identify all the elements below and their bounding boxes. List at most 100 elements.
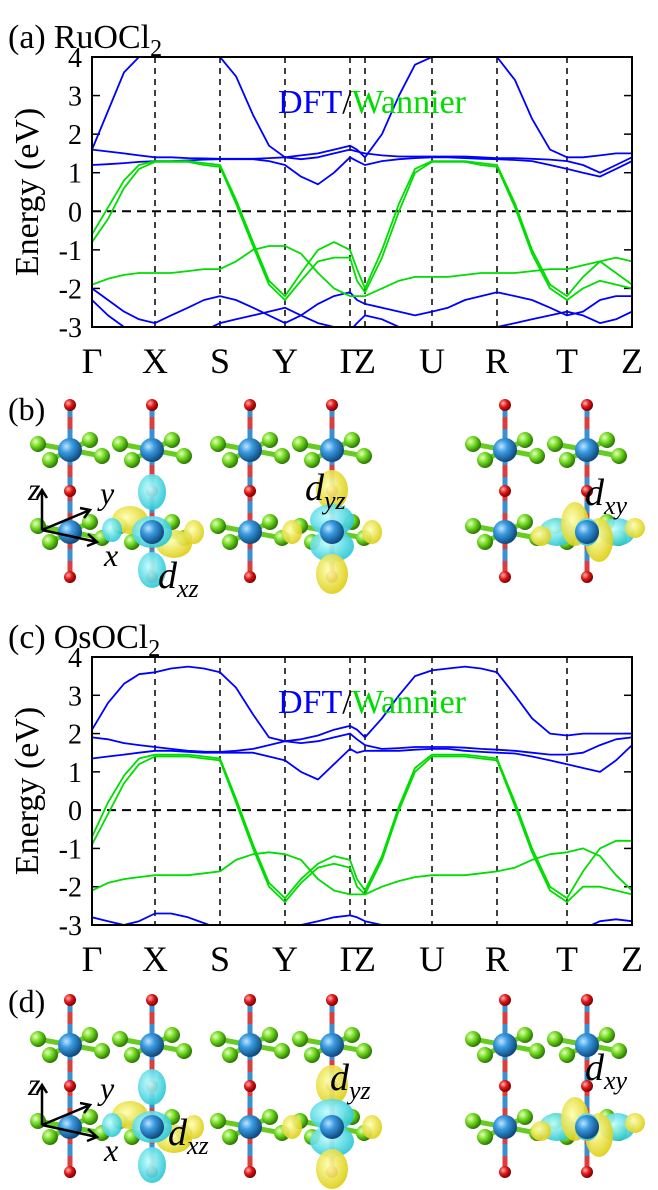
axis-letter: x [103,537,118,573]
atom [30,436,46,452]
atom [30,1031,46,1047]
orbital-label: dxz [168,1112,209,1160]
atom [124,452,140,468]
atom [581,994,593,1006]
x-tick-label: X [142,341,168,381]
atom [320,438,344,462]
axis-letter: z [27,1066,41,1102]
orbital-lobe [138,1147,166,1183]
atom [64,1166,76,1178]
atom [262,514,278,530]
axis-arrow [41,1123,100,1143]
band-line [92,732,632,756]
orbital-symbol: d [330,1057,350,1099]
band-line [92,753,632,900]
title: RuOCl [54,19,150,56]
atom [262,432,278,448]
atom [493,438,517,462]
structure [30,399,204,588]
x-tick-label: S [210,939,230,979]
atom [559,1047,575,1063]
atom [244,1166,256,1178]
orbital-subscript: xz [176,574,199,603]
panel-title: (a) RuOCl2 [8,19,162,62]
band-line [92,755,632,903]
atom [222,452,238,468]
band-line [92,665,632,743]
atom [304,1047,320,1063]
x-tick-label: Z [621,341,643,381]
atom [82,432,98,448]
title: OsOCl [54,619,148,656]
orbital-subscript: yz [346,1076,371,1105]
orbital-lobe [625,518,645,538]
x-tick-label: U [419,341,445,381]
atom [238,520,262,544]
band-line [92,148,632,174]
legend-entry: Wannier [352,84,467,121]
x-tick-label: R [485,341,509,381]
atom [344,432,360,448]
atom [499,399,511,411]
atom [356,1043,372,1059]
atom [326,399,338,411]
plot-frame [91,656,633,926]
atom [320,1033,344,1057]
atom [274,448,290,464]
atom [64,571,76,583]
orbital-lobe [184,520,204,544]
atom [140,1033,164,1057]
atom [262,1027,278,1043]
atom [477,1047,493,1063]
orbital-lobe [138,474,166,510]
atom [344,1027,360,1043]
orbital-subscript: xy [603,491,628,520]
atom [82,514,98,530]
atom [140,520,164,544]
orbital-lobe [362,520,382,544]
atom [146,399,158,411]
x-tick-label: Γ [340,939,361,979]
atom [210,436,226,452]
atom [82,1109,98,1125]
plot-area [92,57,632,327]
x-tick-label: Y [272,341,298,381]
structure [465,399,645,583]
atom [58,1033,82,1057]
atom [64,1080,76,1092]
atom [210,1031,226,1047]
orbital-lobe [282,520,302,544]
orbital-lobe [362,1115,382,1139]
orbital-label: dxy [585,472,628,520]
y-tick-label: 2 [68,120,82,151]
atom [517,514,533,530]
structure [30,994,204,1183]
atom [517,1027,533,1043]
atom [58,438,82,462]
orbital-lobe [102,1113,122,1137]
x-tick-label: X [142,939,168,979]
atom [244,994,256,1006]
atom [611,448,627,464]
y-tick-label: -2 [59,873,82,904]
axis-arrow [41,1101,93,1127]
atom [326,994,338,1006]
atom [64,994,76,1006]
atom [499,994,511,1006]
atom [493,1033,517,1057]
atom [575,520,599,544]
atom [529,448,545,464]
x-tick-label: Y [272,939,298,979]
title-subscript: 2 [148,636,160,662]
atom [547,1031,563,1047]
orbital-subscript: yz [321,486,346,515]
atom [124,1047,140,1063]
atom [244,1080,256,1092]
atom [210,518,226,534]
atom [176,448,192,464]
y-tick-label: -1 [59,236,82,267]
orbital-lobe [625,1113,645,1133]
band-line [92,287,632,324]
plot-frame [91,56,633,328]
